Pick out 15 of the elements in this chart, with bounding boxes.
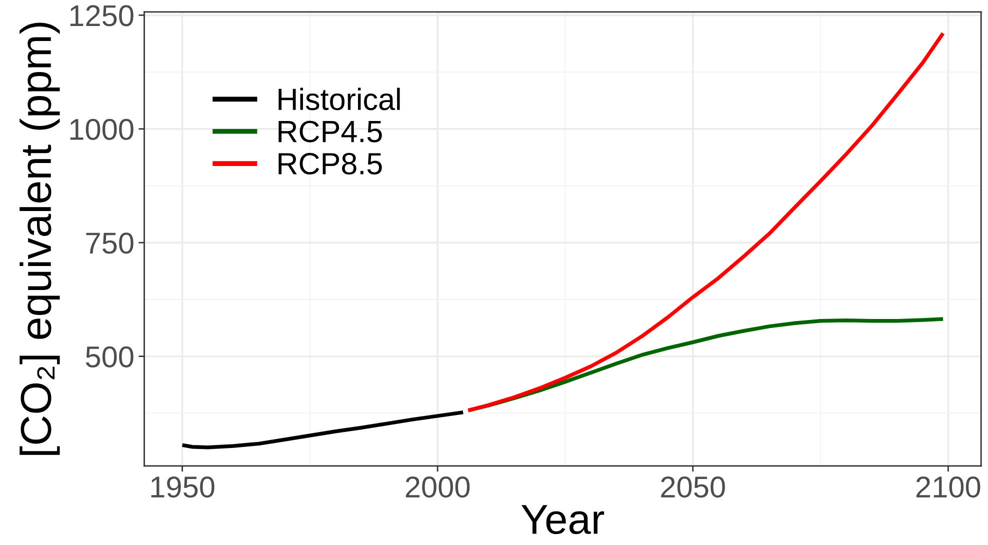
x-tick-label: 2000 xyxy=(406,476,470,498)
y-tick-label: 1250 xyxy=(70,5,134,26)
x-axis-title: Year xyxy=(521,505,604,534)
x-tick-label: 2100 xyxy=(916,476,980,498)
x-tick-label: 2050 xyxy=(661,476,725,498)
legend-label: Historical xyxy=(278,88,400,110)
legend-label: RCP4.5 xyxy=(278,120,382,142)
y-axis-title: [CO₂] equivalent (ppm) xyxy=(20,22,60,455)
x-tick-label: 1950 xyxy=(151,476,214,498)
line-series xyxy=(180,410,465,450)
line-series xyxy=(466,31,945,412)
y-tick-label: 500 xyxy=(86,346,134,368)
legend-label: RCP8.5 xyxy=(278,152,382,175)
y-tick-label: 750 xyxy=(86,232,134,254)
y-tick-label: 1000 xyxy=(70,118,134,140)
